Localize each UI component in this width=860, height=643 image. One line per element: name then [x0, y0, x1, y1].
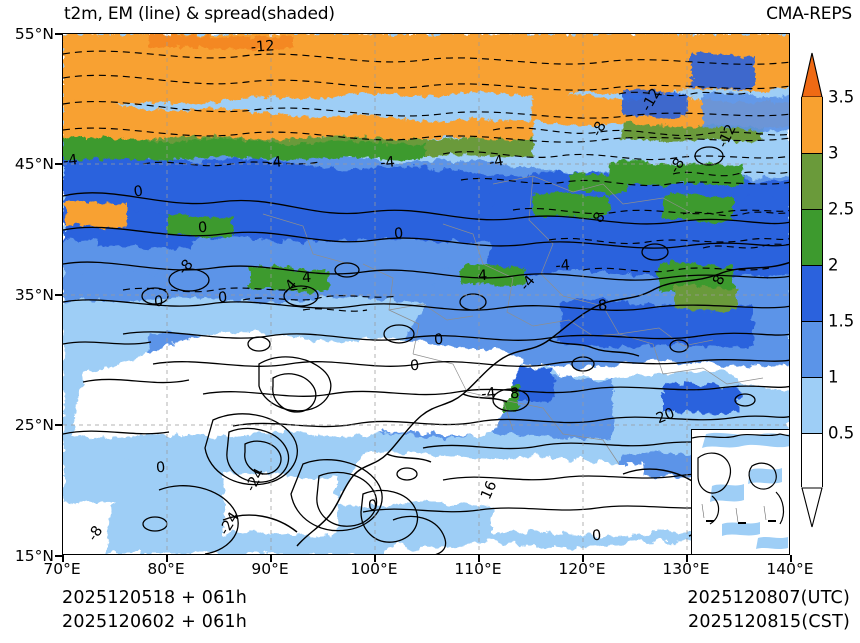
administrative-boundaries: [262, 175, 764, 465]
svg-text:-4: -4: [267, 154, 283, 171]
x-tick-mark: [62, 555, 64, 562]
svg-text:-4: -4: [488, 153, 505, 171]
y-tick-label-15n: 15°N: [14, 547, 54, 565]
svg-text:0: 0: [368, 498, 378, 515]
x-tick-label-110e: 110°E: [454, 560, 502, 578]
svg-text:0: 0: [154, 294, 164, 311]
svg-text:-4: -4: [555, 258, 571, 275]
x-tick-mark: [374, 555, 376, 562]
svg-text:0: 0: [156, 460, 166, 477]
svg-text:4: 4: [478, 268, 488, 285]
svg-text:0: 0: [218, 290, 228, 307]
svg-text:-8: -8: [589, 119, 610, 139]
svg-text:0: 0: [198, 220, 208, 237]
colorbar-band-1.5-2: [801, 265, 823, 321]
colorbar-band-2-2.5: [801, 209, 823, 265]
x-tick-label-90e: 90°E: [251, 560, 289, 578]
map-plot-area[interactable]: -12 -4 -4 -4 -8 -12 -12 -8 -4 0 0 -8 -4 …: [62, 33, 790, 555]
svg-text:-4: -4: [63, 152, 79, 170]
map-canvas: -12 -4 -4 -4 -8 -12 -12 -8 -4 0 0 -8 -4 …: [63, 34, 789, 554]
x-tick-label-70e: 70°E: [43, 560, 81, 578]
positive-contour-lines: [63, 146, 789, 554]
colorbar-tick-3: 3: [828, 143, 839, 163]
init-time-cst-label: 2025120602 + 061h: [62, 612, 248, 632]
south-china-sea-inset: [691, 429, 789, 554]
colorbar-tick-0.5: 0.5: [828, 423, 855, 443]
svg-text:20: 20: [654, 405, 677, 427]
colorbar-band-3-3.5: [801, 97, 823, 153]
chart-title: t2m, EM (line) & spread(shaded): [64, 4, 335, 24]
shaded-spread-field: [63, 34, 789, 554]
init-time-utc-label: 2025120518 + 061h: [62, 588, 248, 608]
colorbar-bands: [801, 97, 823, 487]
y-tick-mark: [55, 555, 63, 557]
model-source-label: CMA-REPS: [766, 4, 852, 24]
y-tick-mark: [55, 163, 63, 165]
svg-text:-8: -8: [667, 156, 688, 177]
colorbar-band-2.5-3: [801, 153, 823, 209]
svg-text:-4: -4: [380, 154, 396, 171]
x-tick-mark: [270, 555, 272, 562]
svg-text:4: 4: [302, 270, 312, 287]
svg-text:0: 0: [394, 226, 404, 243]
y-tick-label-35n: 35°N: [14, 286, 54, 304]
svg-text:-4: -4: [481, 385, 497, 402]
colorbar-extend-bottom-arrow: [801, 487, 823, 528]
svg-text:0: 0: [592, 528, 602, 545]
colorbar-tick-1.5: 1.5: [828, 311, 855, 331]
x-tick-label-130e: 130°E: [662, 560, 710, 578]
x-tick-label-80e: 80°E: [147, 560, 185, 578]
svg-text:0: 0: [133, 183, 144, 200]
y-tick-label-45n: 45°N: [14, 155, 54, 173]
colorbar-band-0.5-1: [801, 377, 823, 433]
x-tick-mark: [686, 555, 688, 562]
x-tick-label-100e: 100°E: [350, 560, 398, 578]
colorbar-extend-top-arrow: [801, 52, 823, 98]
x-tick-label-120e: 120°E: [558, 560, 606, 578]
svg-text:16: 16: [478, 479, 500, 502]
colorbar-band-1-1.5: [801, 321, 823, 377]
colorbar-band-below-0.5: [801, 433, 823, 487]
x-tick-mark: [166, 555, 168, 562]
x-tick-mark: [478, 555, 480, 562]
svg-text:0: 0: [410, 358, 420, 375]
x-tick-mark: [582, 555, 584, 562]
svg-text:-12: -12: [250, 38, 275, 56]
colorbar-tick-2.5: 2.5: [828, 199, 855, 219]
y-tick-mark: [55, 424, 63, 426]
colorbar-tick-3.5: 3.5: [828, 87, 855, 107]
colorbar-tick-1: 1: [828, 367, 839, 387]
valid-time-cst-label: 2025120815(CST): [687, 612, 850, 632]
svg-text:8: 8: [598, 298, 608, 315]
y-tick-label-25n: 25°N: [14, 416, 54, 434]
y-tick-label-55n: 55°N: [14, 25, 54, 43]
y-tick-mark: [55, 294, 63, 296]
valid-time-utc-label: 2025120807(UTC): [687, 588, 850, 608]
svg-text:8: 8: [510, 386, 520, 403]
svg-text:0: 0: [434, 332, 444, 349]
map-gridlines: [63, 34, 789, 554]
colorbar-tick-2: 2: [828, 255, 839, 275]
x-tick-mark: [790, 555, 792, 562]
x-tick-label-140e: 140°E: [766, 560, 814, 578]
y-tick-mark: [55, 33, 63, 35]
